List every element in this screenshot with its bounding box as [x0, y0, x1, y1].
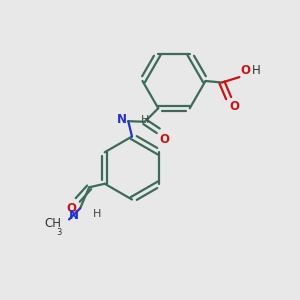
- Text: CH: CH: [44, 218, 62, 230]
- Text: 3: 3: [56, 228, 62, 237]
- Text: H: H: [140, 115, 149, 125]
- Text: O: O: [240, 64, 250, 76]
- Text: O: O: [160, 133, 170, 146]
- Text: H: H: [251, 64, 260, 76]
- Text: N: N: [117, 113, 127, 127]
- Text: N: N: [69, 209, 79, 222]
- Text: O: O: [229, 100, 239, 112]
- Text: O: O: [66, 202, 76, 215]
- Text: H: H: [93, 209, 102, 219]
